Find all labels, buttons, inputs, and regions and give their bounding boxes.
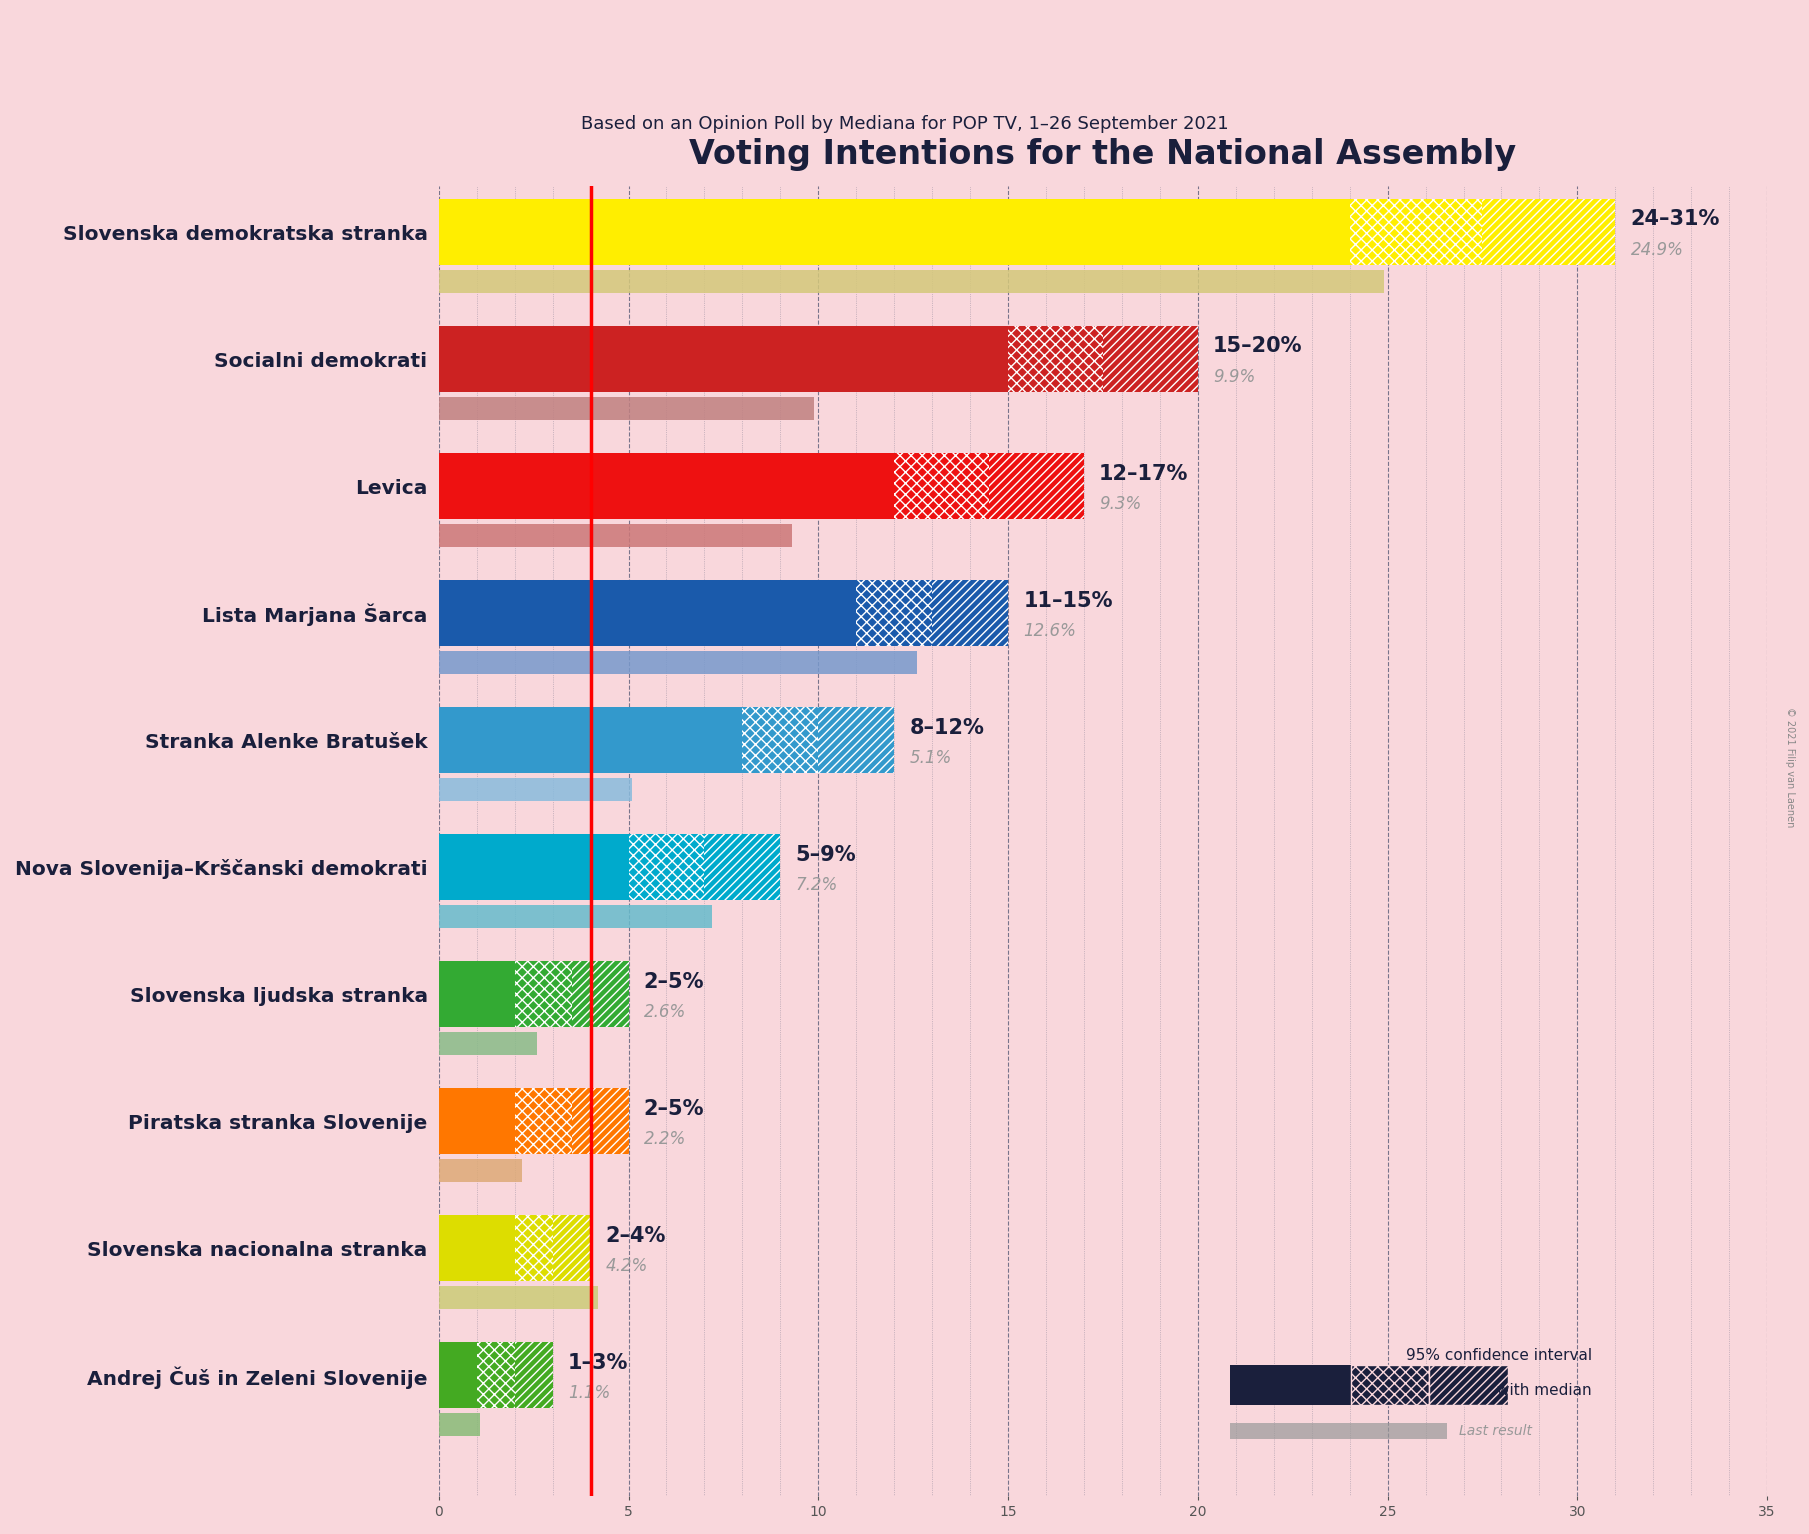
Bar bbox=[1230, 1424, 1447, 1439]
Text: 2.2%: 2.2% bbox=[644, 1131, 686, 1147]
Bar bbox=[478, 1342, 514, 1408]
Bar bbox=[440, 652, 917, 673]
Bar bbox=[932, 580, 1008, 646]
Bar bbox=[440, 453, 894, 518]
Bar bbox=[1103, 327, 1198, 393]
Text: 24–31%: 24–31% bbox=[1630, 210, 1720, 230]
Bar bbox=[440, 1342, 478, 1408]
Text: 1–3%: 1–3% bbox=[568, 1353, 628, 1373]
Bar bbox=[440, 1160, 523, 1183]
Text: 15–20%: 15–20% bbox=[1214, 336, 1302, 356]
Bar bbox=[856, 580, 932, 646]
Bar bbox=[1351, 1365, 1429, 1405]
Bar bbox=[572, 1088, 628, 1154]
Text: 4.2%: 4.2% bbox=[606, 1256, 648, 1275]
Bar bbox=[742, 707, 818, 773]
Text: 9.9%: 9.9% bbox=[1214, 368, 1255, 387]
Bar bbox=[440, 1032, 537, 1055]
Bar bbox=[628, 834, 704, 900]
Bar bbox=[894, 453, 990, 518]
Bar bbox=[440, 834, 628, 900]
Bar bbox=[1483, 199, 1615, 265]
Text: 5.1%: 5.1% bbox=[910, 749, 952, 767]
Bar bbox=[440, 707, 742, 773]
Bar bbox=[440, 580, 856, 646]
Bar bbox=[704, 834, 780, 900]
Bar bbox=[1230, 1365, 1351, 1405]
Text: 2.6%: 2.6% bbox=[644, 1003, 686, 1022]
Text: 2–5%: 2–5% bbox=[644, 1098, 704, 1118]
Bar bbox=[440, 905, 713, 928]
Text: Based on an Opinion Poll by Mediana for POP TV, 1–26 September 2021: Based on an Opinion Poll by Mediana for … bbox=[581, 115, 1228, 133]
Bar bbox=[440, 397, 814, 420]
Bar bbox=[440, 778, 633, 801]
Text: 9.3%: 9.3% bbox=[1100, 495, 1141, 512]
Bar bbox=[514, 1215, 552, 1281]
Text: 2–4%: 2–4% bbox=[606, 1226, 666, 1246]
Bar bbox=[1008, 327, 1103, 393]
Bar bbox=[440, 327, 1008, 393]
Text: 7.2%: 7.2% bbox=[796, 876, 838, 894]
Bar bbox=[514, 962, 572, 1028]
Bar bbox=[514, 1342, 552, 1408]
Bar bbox=[440, 1215, 514, 1281]
Bar bbox=[440, 1088, 514, 1154]
Text: © 2021 Filip van Laenen: © 2021 Filip van Laenen bbox=[1784, 707, 1795, 827]
Bar bbox=[552, 1215, 590, 1281]
Bar bbox=[440, 270, 1384, 293]
Text: with median: with median bbox=[1498, 1384, 1592, 1397]
Text: 5–9%: 5–9% bbox=[796, 845, 856, 865]
Text: 24.9%: 24.9% bbox=[1630, 241, 1684, 259]
Bar bbox=[990, 453, 1084, 518]
Bar bbox=[440, 1413, 481, 1436]
Text: 12–17%: 12–17% bbox=[1100, 463, 1189, 483]
Text: 12.6%: 12.6% bbox=[1024, 621, 1076, 640]
Title: Voting Intentions for the National Assembly: Voting Intentions for the National Assem… bbox=[689, 138, 1516, 170]
Text: Last result: Last result bbox=[1460, 1424, 1532, 1437]
Bar bbox=[514, 1088, 572, 1154]
Text: 1.1%: 1.1% bbox=[568, 1384, 610, 1402]
Text: 8–12%: 8–12% bbox=[910, 718, 984, 738]
Bar bbox=[440, 962, 514, 1028]
Text: 95% confidence interval: 95% confidence interval bbox=[1406, 1348, 1592, 1362]
Text: 11–15%: 11–15% bbox=[1024, 591, 1113, 611]
Bar bbox=[1350, 199, 1483, 265]
Bar bbox=[440, 525, 792, 548]
Bar bbox=[818, 707, 894, 773]
Bar bbox=[440, 199, 1350, 265]
Bar bbox=[1429, 1365, 1507, 1405]
Bar bbox=[572, 962, 628, 1028]
Bar bbox=[440, 1287, 599, 1309]
Text: 2–5%: 2–5% bbox=[644, 971, 704, 991]
